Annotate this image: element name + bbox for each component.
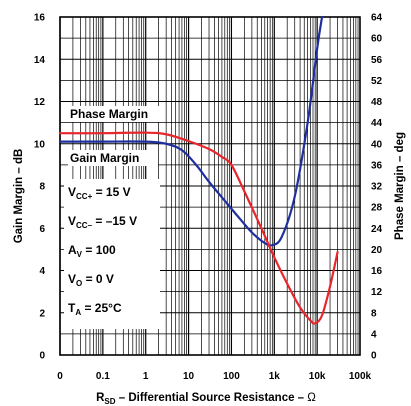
x-tick-label: 100 [223, 371, 240, 382]
right-y-tick-label: 12 [371, 287, 383, 298]
left-y-tick-label: 14 [34, 55, 46, 66]
condition-value: = 25°C [81, 301, 122, 315]
x-axis-title-unit: Ω [307, 392, 316, 404]
right-y-axis-title: Phase Margin – deg [394, 132, 406, 240]
left-y-tick-label: 0 [39, 351, 45, 362]
conditions-box-bg [64, 179, 160, 329]
x-tick-label: 1k [269, 371, 281, 382]
condition-subscript: CC+ [76, 192, 93, 201]
test-condition: TA = 25°C [68, 301, 122, 317]
x-tick-label: 1 [143, 371, 149, 382]
x-axis-title-rest: – Differential Source Resistance – [116, 392, 308, 404]
test-condition: AV = 100 [68, 243, 116, 259]
x-tick-label: 0.1 [96, 371, 110, 382]
left-y-tick-label: 6 [39, 224, 45, 235]
right-y-tick-label: 20 [371, 245, 383, 256]
condition-symbol: A [68, 243, 77, 257]
condition-subscript: V [77, 250, 83, 259]
x-tick-label: 10k [309, 371, 326, 382]
test-condition: VO = 0 V [68, 272, 114, 288]
gain-margin-label: Gain Margin [70, 151, 139, 165]
right-y-tick-label: 40 [371, 139, 383, 150]
phase-margin-label: Phase Margin [70, 107, 148, 121]
left-y-tick-label: 8 [39, 182, 45, 193]
right-y-tick-label: 0 [371, 351, 377, 362]
condition-symbol: V [68, 272, 76, 286]
right-y-tick-label: 48 [371, 97, 383, 108]
condition-value: = 100 [82, 243, 116, 257]
test-condition: VCC– = –15 V [68, 214, 137, 230]
condition-value: = 0 V [82, 272, 114, 286]
x-ticks: 0 0.1 1 10 100 1k 10k 100k [57, 371, 371, 382]
x-tick-label: 0 [57, 371, 63, 382]
right-y-tick-label: 52 [371, 76, 383, 87]
right-y-tick-label: 44 [371, 118, 383, 129]
series-lines [58, 15, 339, 325]
test-condition: VCC+ = 15 V [68, 185, 131, 201]
condition-value: = 15 V [92, 185, 130, 199]
right-y-tick-label: 36 [371, 160, 383, 171]
plot-frame [59, 16, 361, 356]
gain-margin-label-bg [68, 150, 158, 166]
left-y-tick-label: 10 [34, 139, 46, 150]
phase-margin-line [58, 131, 339, 325]
right-y-tick-label: 16 [371, 266, 383, 277]
left-y-axis-title: Gain Margin – dB [13, 149, 25, 244]
left-y-tick-label: 12 [34, 97, 46, 108]
condition-symbol: V [68, 185, 76, 199]
condition-symbol: V [68, 214, 76, 228]
right-y-tick-label: 56 [371, 55, 383, 66]
right-y-tick-label: 32 [371, 182, 383, 193]
condition-symbol: T [68, 301, 76, 315]
right-y-tick-label: 28 [371, 203, 383, 214]
x-axis-title: RSD – Differential Source Resistance – Ω [96, 392, 316, 406]
phase-margin-label-bg [68, 106, 164, 122]
x-tick-label: 100k [349, 371, 372, 382]
left-y-tick-label: 2 [39, 308, 45, 319]
condition-subscript: O [76, 279, 82, 288]
right-y-tick-label: 60 [371, 34, 383, 45]
left-y-tick-label: 4 [39, 266, 45, 277]
x-axis-title-main: R [96, 392, 105, 404]
right-y-tick-label: 8 [371, 308, 377, 319]
condition-subscript: CC– [76, 221, 93, 230]
x-axis-title-sub: SD [104, 397, 115, 406]
left-y-tick-label: 16 [34, 13, 46, 24]
right-y-tick-label: 64 [371, 13, 383, 24]
right-y-tick-label: 4 [371, 329, 377, 340]
condition-subscript: A [75, 308, 81, 317]
left-y-ticks: 0 2 4 6 8 10 12 14 16 [34, 13, 46, 362]
x-tick-label: 10 [183, 371, 195, 382]
gain-margin-line [58, 15, 324, 247]
condition-value: = –15 V [92, 214, 137, 228]
right-y-tick-label: 24 [371, 224, 383, 235]
